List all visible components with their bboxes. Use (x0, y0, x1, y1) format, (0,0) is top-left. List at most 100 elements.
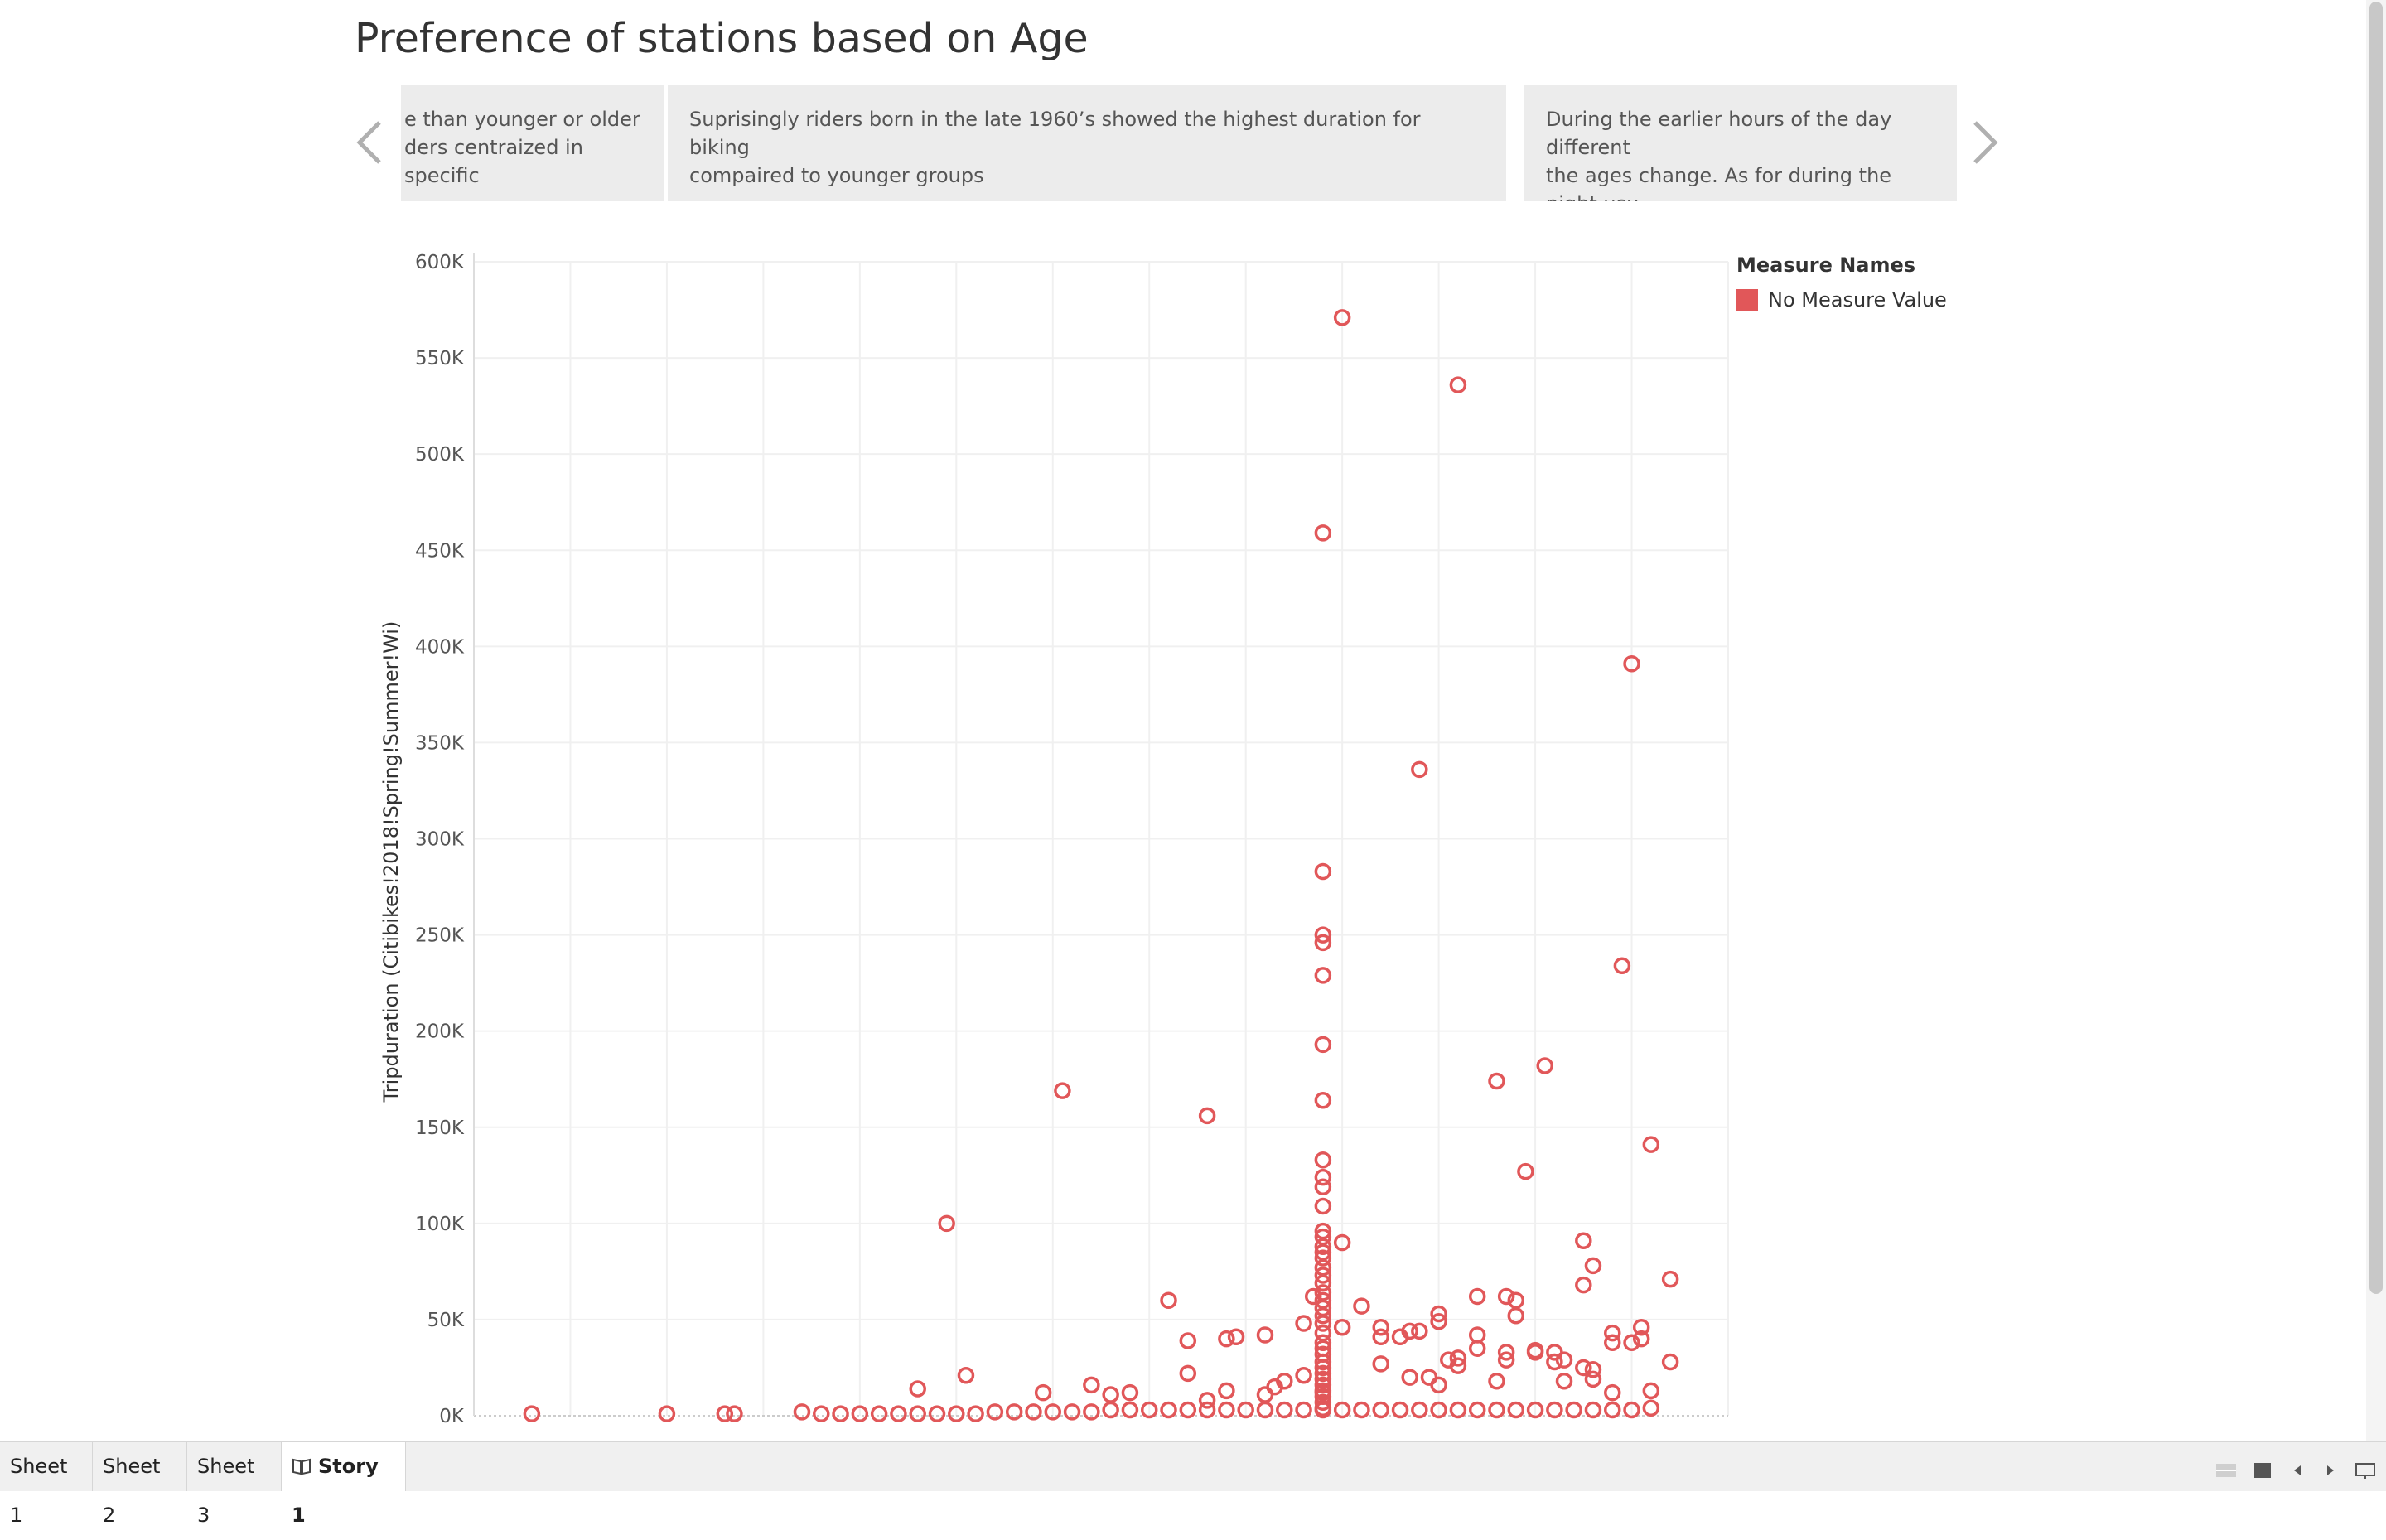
data-point[interactable] (1449, 1357, 1467, 1374)
vertical-scrollbar[interactable] (2366, 0, 2386, 1441)
data-point[interactable] (967, 1405, 984, 1422)
data-point[interactable] (1314, 1353, 1332, 1371)
data-point[interactable] (1526, 1401, 1544, 1419)
data-point[interactable] (1121, 1401, 1139, 1419)
previous-story-point-button[interactable] (350, 116, 391, 169)
data-point[interactable] (1314, 1393, 1332, 1411)
data-point[interactable] (1304, 1287, 1322, 1306)
data-point[interactable] (1314, 1267, 1332, 1284)
data-point[interactable] (1575, 1276, 1592, 1294)
data-point[interactable] (1575, 1359, 1592, 1377)
next-page-icon[interactable] (2320, 1461, 2341, 1480)
data-point[interactable] (1546, 1401, 1563, 1419)
data-point[interactable] (948, 1405, 965, 1422)
data-point[interactable] (1333, 1233, 1351, 1252)
data-point[interactable] (1295, 1366, 1312, 1384)
data-point[interactable] (957, 1366, 975, 1384)
data-point[interactable] (726, 1405, 743, 1422)
data-point[interactable] (1401, 1322, 1418, 1340)
data-point[interactable] (1314, 1399, 1332, 1417)
data-point[interactable] (1632, 1318, 1650, 1336)
data-point[interactable] (1584, 1257, 1602, 1275)
data-point[interactable] (1430, 1312, 1447, 1330)
data-point[interactable] (1025, 1403, 1042, 1421)
data-point[interactable] (890, 1405, 907, 1422)
data-point[interactable] (813, 1405, 830, 1422)
data-point[interactable] (1507, 1307, 1525, 1325)
data-point[interactable] (1353, 1297, 1370, 1315)
data-point[interactable] (1160, 1291, 1177, 1309)
data-point[interactable] (1449, 1401, 1467, 1419)
data-point[interactable] (1227, 1328, 1245, 1346)
data-point[interactable] (1353, 1401, 1370, 1419)
data-point[interactable] (1044, 1403, 1062, 1421)
data-point[interactable] (1468, 1326, 1486, 1344)
tab-sheet-1[interactable]: Sheet 1 (0, 1442, 93, 1527)
data-point[interactable] (1497, 1287, 1515, 1306)
data-point[interactable] (1603, 1324, 1621, 1342)
data-point[interactable] (1613, 957, 1631, 974)
data-point[interactable] (1314, 1168, 1332, 1186)
data-point[interactable] (1276, 1401, 1293, 1419)
story-point-caption-previous[interactable]: e than younger or older ders centraized … (401, 85, 664, 201)
data-point[interactable] (1372, 1318, 1389, 1336)
previous-page-icon[interactable] (2287, 1461, 2308, 1480)
data-point[interactable] (1603, 1401, 1621, 1419)
data-point[interactable] (1063, 1403, 1081, 1421)
data-point[interactable] (1314, 1091, 1332, 1109)
data-point[interactable] (1488, 1072, 1505, 1090)
data-point[interactable] (1160, 1401, 1177, 1419)
data-point[interactable] (1314, 1359, 1332, 1377)
data-point[interactable] (1517, 1162, 1534, 1180)
data-point[interactable] (1218, 1382, 1235, 1400)
data-point[interactable] (1179, 1401, 1197, 1419)
data-point[interactable] (1256, 1326, 1274, 1344)
data-point[interactable] (1237, 1401, 1254, 1419)
data-point[interactable] (1497, 1351, 1515, 1369)
presentation-mode-icon[interactable] (2355, 1461, 2376, 1480)
data-point[interactable] (1198, 1392, 1216, 1409)
data-point[interactable] (1005, 1403, 1023, 1421)
data-point[interactable] (1314, 1364, 1332, 1383)
data-point[interactable] (1256, 1401, 1274, 1419)
data-point[interactable] (1314, 1382, 1332, 1400)
data-point[interactable] (1314, 1238, 1332, 1255)
data-point[interactable] (1536, 1057, 1553, 1074)
data-point[interactable] (909, 1405, 926, 1422)
data-point[interactable] (1401, 1369, 1418, 1386)
story-point-caption-next[interactable]: During the earlier hours of the day diff… (1524, 85, 1957, 201)
data-point[interactable] (1603, 1383, 1621, 1402)
data-point[interactable] (793, 1403, 811, 1421)
data-point[interactable] (1546, 1353, 1563, 1371)
data-point[interactable] (1449, 376, 1467, 393)
data-point[interactable] (938, 1214, 955, 1233)
data-point[interactable] (1314, 1376, 1332, 1394)
data-point[interactable] (1584, 1401, 1602, 1419)
data-point[interactable] (1054, 1082, 1071, 1099)
data-point[interactable] (1314, 934, 1332, 952)
data-point[interactable] (1497, 1344, 1515, 1361)
data-point[interactable] (1642, 1382, 1660, 1400)
data-point[interactable] (1102, 1386, 1119, 1403)
data-point[interactable] (1333, 309, 1351, 326)
data-point[interactable] (1314, 1249, 1332, 1267)
data-point[interactable] (1420, 1369, 1438, 1386)
data-point[interactable] (1372, 1355, 1389, 1373)
data-point[interactable] (1314, 1274, 1332, 1292)
data-point[interactable] (1449, 1349, 1467, 1367)
legend-item[interactable]: No Measure Value (1736, 288, 1947, 311)
tab-sheet-2[interactable]: Sheet 2 (93, 1442, 187, 1527)
data-point[interactable] (1584, 1361, 1602, 1378)
data-point[interactable] (1391, 1401, 1409, 1419)
data-point[interactable] (1430, 1305, 1447, 1323)
data-point[interactable] (1314, 1334, 1332, 1352)
data-point[interactable] (1314, 1151, 1332, 1169)
data-point[interactable] (851, 1405, 869, 1422)
data-point[interactable] (1632, 1330, 1650, 1348)
data-point[interactable] (1179, 1364, 1197, 1383)
data-point[interactable] (1083, 1403, 1100, 1421)
data-point[interactable] (1468, 1287, 1486, 1306)
data-point[interactable] (1372, 1401, 1389, 1419)
data-point[interactable] (1198, 1401, 1216, 1419)
data-point[interactable] (1314, 1197, 1332, 1215)
